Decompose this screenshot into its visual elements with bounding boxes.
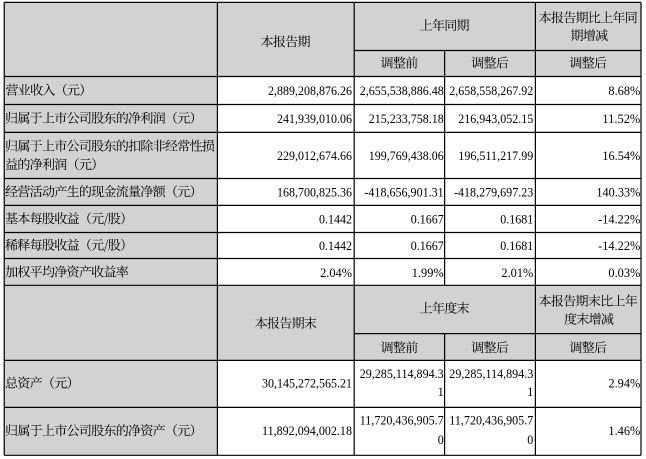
svg-text:199,769,438.06: 199,769,438.06 xyxy=(369,148,444,163)
svg-text:-14.22%: -14.22% xyxy=(598,212,640,227)
svg-text:0.1681: 0.1681 xyxy=(500,238,533,253)
svg-text:196,511,217.99: 196,511,217.99 xyxy=(458,148,533,163)
svg-text:-418,279,697.23: -418,279,697.23 xyxy=(454,185,533,200)
svg-text:0.1667: 0.1667 xyxy=(411,238,444,253)
svg-text:11,720,436,905.7: 11,720,436,905.7 xyxy=(449,412,533,427)
svg-text:2.94%: 2.94% xyxy=(608,375,640,390)
svg-text:0.1442: 0.1442 xyxy=(319,238,352,253)
svg-text:140.33%: 140.33% xyxy=(596,185,640,200)
svg-text:8.68%: 8.68% xyxy=(608,83,640,98)
svg-text:2,658,558,267.92: 2,658,558,267.92 xyxy=(449,83,533,98)
svg-text:2,655,538,886.48: 2,655,538,886.48 xyxy=(360,83,444,98)
svg-text:168,700,825.36: 168,700,825.36 xyxy=(277,185,352,200)
svg-text:-14.22%: -14.22% xyxy=(598,238,640,253)
svg-text:-418,656,901.31: -418,656,901.31 xyxy=(364,185,443,200)
svg-text:0: 0 xyxy=(438,432,444,447)
svg-text:0.03%: 0.03% xyxy=(608,265,640,280)
svg-text:29,285,114,894.3: 29,285,114,894.3 xyxy=(449,366,533,381)
svg-text:30,145,272,565.21: 30,145,272,565.21 xyxy=(262,375,352,390)
svg-text:229,012,674.66: 229,012,674.66 xyxy=(277,148,352,163)
svg-text:2.04%: 2.04% xyxy=(320,265,352,280)
svg-text:241,939,010.06: 241,939,010.06 xyxy=(277,111,352,126)
svg-text:2,889,208,876.26: 2,889,208,876.26 xyxy=(268,83,352,98)
svg-text:216,943,052.15: 216,943,052.15 xyxy=(458,111,533,126)
svg-text:1: 1 xyxy=(438,384,444,399)
svg-text:2.01%: 2.01% xyxy=(501,265,533,280)
svg-text:1: 1 xyxy=(527,384,533,399)
svg-text:29,285,114,894.3: 29,285,114,894.3 xyxy=(360,366,444,381)
svg-text:16.54%: 16.54% xyxy=(602,148,640,163)
svg-text:0.1442: 0.1442 xyxy=(319,212,352,227)
svg-text:0.1681: 0.1681 xyxy=(500,212,533,227)
svg-text:0: 0 xyxy=(527,432,533,447)
svg-text:215,233,758.18: 215,233,758.18 xyxy=(369,111,444,126)
svg-text:11,720,436,905.7: 11,720,436,905.7 xyxy=(360,412,444,427)
svg-text:1.99%: 1.99% xyxy=(412,265,444,280)
svg-text:1.46%: 1.46% xyxy=(608,423,640,438)
svg-text:11,892,094,002.18: 11,892,094,002.18 xyxy=(262,423,352,438)
svg-text:0.1667: 0.1667 xyxy=(411,212,444,227)
svg-text:11.52%: 11.52% xyxy=(602,111,640,126)
